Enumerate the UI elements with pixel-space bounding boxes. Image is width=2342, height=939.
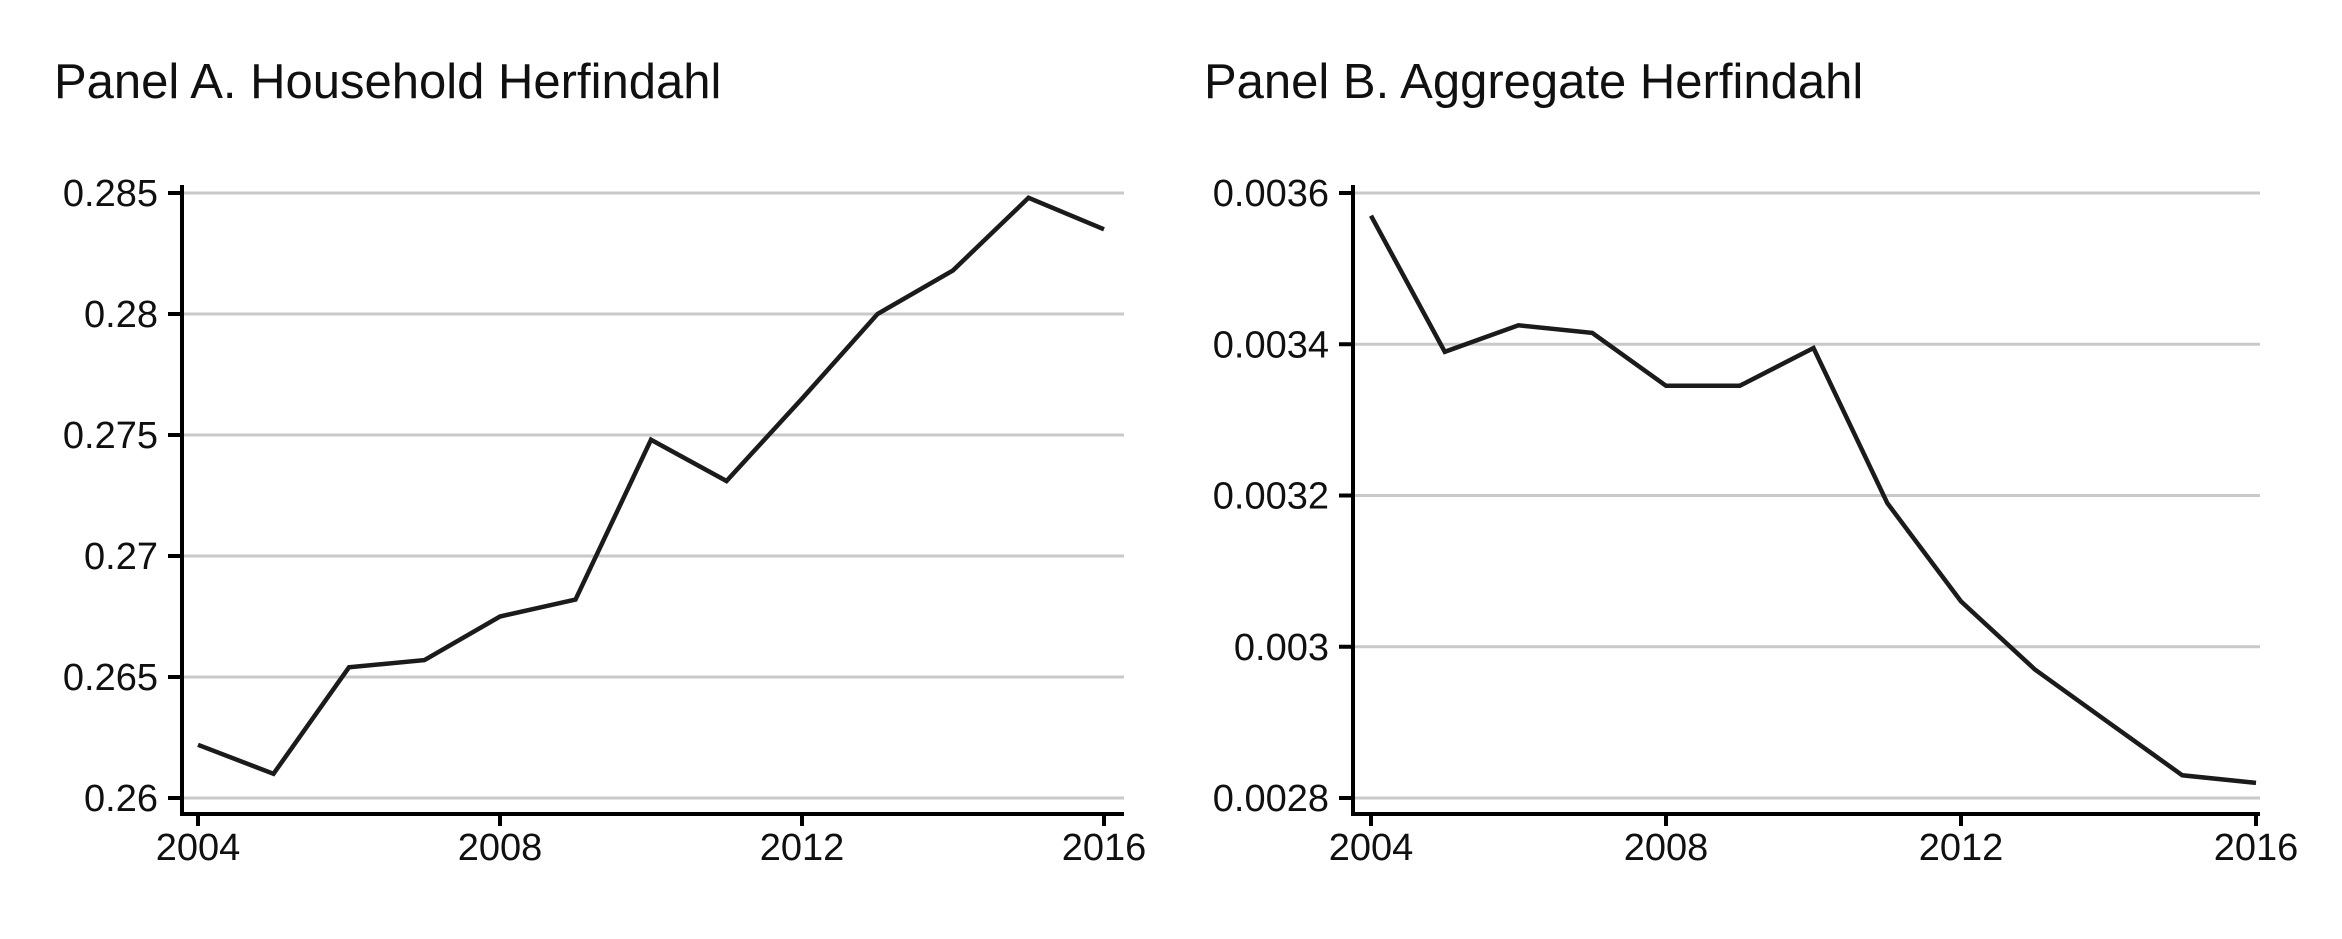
y-tick-label: 0.26	[84, 778, 158, 820]
x-tick-label: 2016	[1062, 827, 1147, 869]
data-line	[197, 195, 1105, 777]
y-tick-label: 0.27	[84, 536, 158, 578]
y-tick-label: 0.28	[84, 294, 158, 336]
x-tick-label: 2016	[2214, 827, 2299, 869]
y-tick-label: 0.275	[63, 415, 158, 457]
y-tick-label: 0.265	[63, 657, 158, 699]
panel-a-plot: 0.26 0.265 0.27 0.275 0.28 0.285 2004 2008 2012 2…	[63, 173, 1146, 869]
x-tick-label: 2004	[156, 827, 241, 869]
y-tick-label: 0.285	[63, 173, 158, 215]
y-tick-label: 0.0036	[1213, 173, 1329, 215]
y-tick-label: 0.0034	[1213, 324, 1329, 366]
panel-b-title: Panel B. Aggregate Herfindahl	[1204, 55, 1863, 109]
x-tick-label: 2012	[760, 827, 845, 869]
x-tick-label: 2004	[1329, 827, 1414, 869]
y-tick-label: 0.0028	[1213, 778, 1329, 820]
panel-b-plot: 0.0028 0.003 0.0032 0.0034 0.0036 2004 2008 201…	[1213, 173, 2299, 869]
y-tick-label: 0.0032	[1213, 476, 1329, 518]
x-tick-label: 2008	[458, 827, 543, 869]
y-tick-label: 0.003	[1234, 627, 1329, 669]
x-tick-label: 2012	[1919, 827, 2004, 869]
data-line	[1369, 214, 2257, 786]
x-tick-label: 2008	[1624, 827, 1709, 869]
panel-a-title: Panel A. Household Herfindahl	[54, 55, 721, 109]
